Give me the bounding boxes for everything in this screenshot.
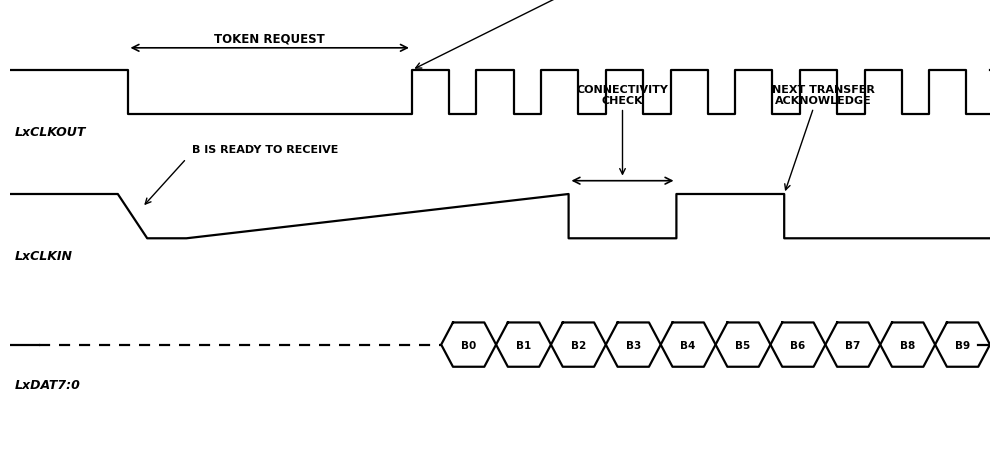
Text: B0: B0	[461, 340, 476, 350]
Text: B1: B1	[516, 340, 531, 350]
Text: B6: B6	[790, 340, 806, 350]
Text: B8: B8	[900, 340, 915, 350]
Text: B7: B7	[845, 340, 860, 350]
Text: LxCLKIN: LxCLKIN	[15, 250, 73, 263]
Text: LxCLKOUT: LxCLKOUT	[15, 126, 86, 139]
Text: LxDAT7:0: LxDAT7:0	[15, 378, 81, 391]
Text: B9: B9	[955, 340, 970, 350]
Text: B2: B2	[571, 340, 586, 350]
Text: NEXT TRANSFER
ACKNOWLEDGE: NEXT TRANSFER ACKNOWLEDGE	[772, 85, 875, 106]
Text: TOKEN REQUEST: TOKEN REQUEST	[214, 32, 325, 45]
Text: B4: B4	[680, 340, 696, 350]
Text: CONNECTIVITY
CHECK: CONNECTIVITY CHECK	[577, 85, 668, 106]
Text: B3: B3	[626, 340, 641, 350]
Text: B IS READY TO RECEIVE: B IS READY TO RECEIVE	[192, 145, 338, 155]
Text: B5: B5	[735, 340, 751, 350]
